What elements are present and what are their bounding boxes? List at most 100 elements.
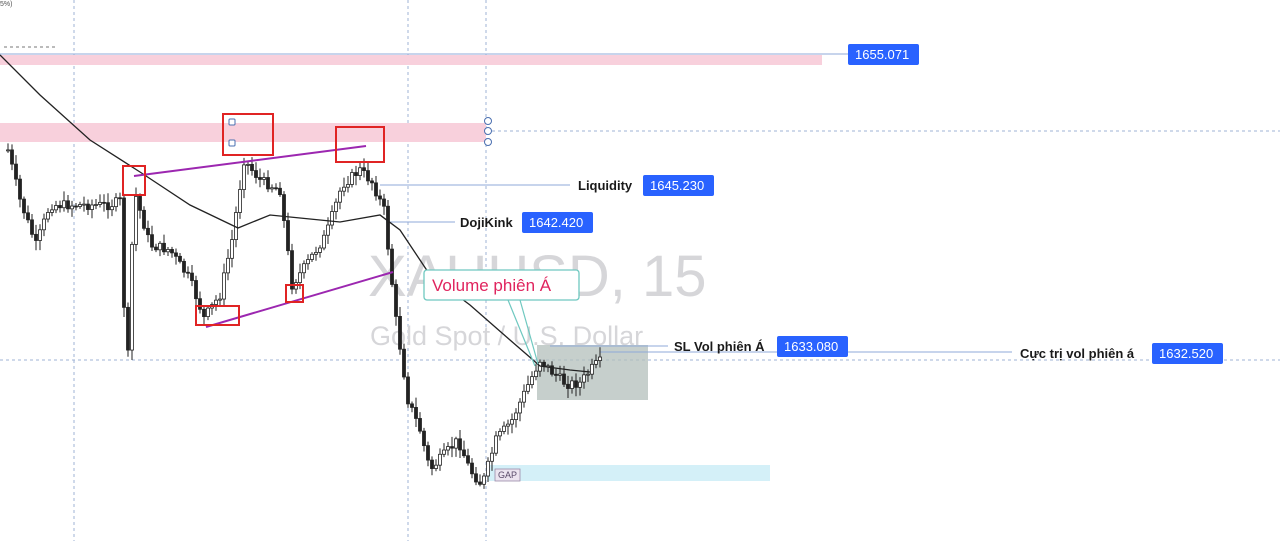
candle-body (518, 401, 522, 414)
candle-body (218, 298, 222, 301)
candle-body (438, 453, 442, 466)
candle-body (250, 164, 254, 171)
candle-body (350, 172, 354, 185)
candle-body (190, 272, 194, 281)
candle-body (290, 250, 294, 290)
volume-callout[interactable]: Volume phiên Á (423, 269, 580, 367)
level-liquidity-label: Liquidity (578, 178, 633, 193)
candle-body (58, 205, 62, 209)
candle-body (114, 197, 118, 208)
candle-body (298, 272, 302, 283)
candle-body (410, 403, 414, 408)
candle-body (474, 473, 478, 483)
supply-zone-middle[interactable] (0, 123, 486, 142)
candle-body (558, 373, 562, 376)
level-cuc-tri-label: Cực trị vol phiên á (1020, 346, 1135, 361)
candle-body (434, 464, 438, 469)
level-liquidity[interactable]: Liquidity 1645.230 (578, 175, 714, 196)
candle-body (530, 376, 534, 386)
price-tag-top-text: 1655.071 (855, 47, 909, 62)
candle-body (122, 197, 126, 308)
candle-body (230, 239, 234, 259)
candle-body (590, 363, 594, 375)
candle-body (422, 430, 426, 447)
level-sl-vol[interactable]: SL Vol phiên Á 1633.080 (674, 336, 848, 357)
gap-label[interactable]: GAP (494, 468, 521, 482)
level-dojikink[interactable]: DojiKink 1642.420 (460, 212, 593, 233)
candle-body (338, 190, 342, 203)
candle-body (418, 418, 422, 432)
candle-body (510, 419, 514, 425)
candle-body (118, 197, 122, 200)
candle-body (106, 202, 110, 211)
candle-body (98, 201, 102, 205)
candle-body (50, 209, 54, 213)
candle-body (306, 259, 310, 265)
candle-body (450, 446, 454, 449)
candle-body (394, 284, 398, 317)
candle-body (566, 383, 570, 389)
candle-body (534, 370, 538, 378)
candle-body (134, 196, 138, 245)
callout-text: Volume phiên Á (432, 276, 552, 295)
candle-body (126, 306, 130, 351)
candlestick-series (6, 143, 602, 489)
highlight-boxes[interactable] (122, 113, 385, 326)
candle-body (414, 407, 418, 419)
level-cuc-tri[interactable]: Cực trị vol phiên á 1632.520 (1020, 343, 1223, 364)
drawing-handles[interactable] (228, 117, 492, 147)
candle-body (322, 234, 326, 249)
candle-body (34, 233, 38, 241)
candle-body (374, 182, 378, 197)
candle-body (198, 298, 202, 310)
candle-body (242, 164, 246, 190)
candle-body (486, 460, 490, 477)
candle-body (150, 234, 154, 248)
candle-body (550, 365, 554, 375)
candle-body (186, 271, 190, 274)
candle-body (170, 249, 174, 254)
candle-body (74, 205, 78, 208)
candle-body (78, 204, 82, 207)
candle-body (346, 184, 350, 188)
candle-body (206, 307, 210, 317)
candle-body (86, 203, 90, 210)
candle-body (202, 308, 206, 317)
candle-body (478, 481, 482, 485)
candle-body (70, 205, 74, 210)
candle-body (406, 376, 410, 405)
candle-body (482, 475, 486, 485)
trend-lines[interactable] (133, 145, 394, 328)
candle-body (262, 177, 266, 180)
candle-body (278, 187, 282, 195)
level-top[interactable]: 1655.071 (848, 44, 919, 65)
candle-body (466, 455, 470, 464)
candle-body (166, 249, 170, 253)
candle-body (470, 462, 474, 475)
candle-body (562, 373, 566, 385)
supply-zone-top[interactable] (0, 55, 822, 65)
candle-body (258, 177, 262, 180)
svg-text:GAP: GAP (498, 470, 517, 480)
candle-body (454, 438, 458, 449)
candle-body (382, 198, 386, 207)
candle-body (390, 248, 394, 285)
candle-body (102, 201, 106, 204)
candle-body (178, 255, 182, 262)
candle-body (370, 180, 374, 184)
candle-body (458, 438, 462, 451)
candle-body (146, 227, 150, 236)
candle-body (310, 253, 314, 260)
price-tag-sl-vol-text: 1633.080 (784, 339, 838, 354)
candle-body (358, 167, 362, 176)
price-tag-top (848, 44, 919, 65)
gap-zone[interactable] (488, 465, 770, 481)
candle-body (174, 252, 178, 257)
candle-body (270, 187, 274, 190)
candle-body (522, 390, 526, 403)
candle-body (498, 431, 502, 437)
candle-body (582, 374, 586, 383)
candle-body (378, 195, 382, 200)
price-tag-liquidity-text: 1645.230 (650, 178, 704, 193)
